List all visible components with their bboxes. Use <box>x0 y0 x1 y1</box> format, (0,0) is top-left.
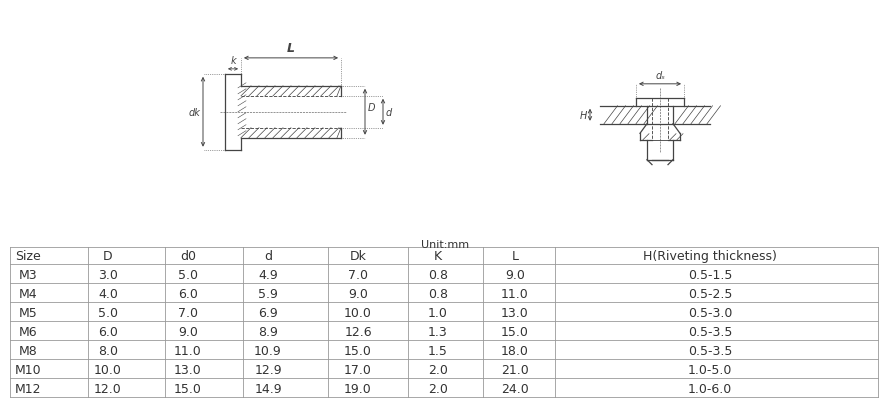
Text: 17.0: 17.0 <box>344 363 372 375</box>
Text: 11.0: 11.0 <box>174 344 202 357</box>
Text: 2.0: 2.0 <box>428 363 448 375</box>
Text: 0.8: 0.8 <box>428 268 448 281</box>
Text: Size: Size <box>15 249 41 262</box>
Text: M10: M10 <box>15 363 41 375</box>
Text: dk: dk <box>188 108 200 117</box>
Text: 15.0: 15.0 <box>501 325 529 338</box>
Text: 14.9: 14.9 <box>255 382 282 395</box>
Text: dₛ: dₛ <box>655 71 665 81</box>
Text: 7.0: 7.0 <box>178 306 198 319</box>
Text: 0.5-1.5: 0.5-1.5 <box>688 268 732 281</box>
Text: K: K <box>434 249 442 262</box>
Text: Dk: Dk <box>350 249 367 262</box>
Text: 10.9: 10.9 <box>255 344 282 357</box>
Text: 11.0: 11.0 <box>501 287 529 300</box>
Text: 9.0: 9.0 <box>348 287 368 300</box>
Text: M3: M3 <box>19 268 37 281</box>
Text: 15.0: 15.0 <box>344 344 372 357</box>
Text: 8.9: 8.9 <box>258 325 278 338</box>
Text: 1.3: 1.3 <box>428 325 448 338</box>
Text: 12.9: 12.9 <box>255 363 282 375</box>
Text: 0.5-3.5: 0.5-3.5 <box>688 344 732 357</box>
Text: 24.0: 24.0 <box>501 382 529 395</box>
Text: 3.0: 3.0 <box>98 268 118 281</box>
Text: 1.0-5.0: 1.0-5.0 <box>688 363 732 375</box>
Text: 15.0: 15.0 <box>174 382 202 395</box>
Text: 5.0: 5.0 <box>98 306 118 319</box>
Text: 9.0: 9.0 <box>505 268 525 281</box>
Text: 19.0: 19.0 <box>344 382 372 395</box>
Text: d0: d0 <box>180 249 196 262</box>
Text: 12.6: 12.6 <box>344 325 372 338</box>
Text: H: H <box>579 110 587 120</box>
Text: D: D <box>368 103 376 112</box>
Text: D: D <box>103 249 113 262</box>
Text: 4.9: 4.9 <box>258 268 278 281</box>
Text: 6.9: 6.9 <box>258 306 278 319</box>
Text: 5.0: 5.0 <box>178 268 198 281</box>
Text: M4: M4 <box>19 287 37 300</box>
Text: H(Riveting thickness): H(Riveting thickness) <box>643 249 777 262</box>
Text: 10.0: 10.0 <box>344 306 372 319</box>
Text: 9.0: 9.0 <box>178 325 198 338</box>
Text: 6.0: 6.0 <box>98 325 118 338</box>
Text: L: L <box>287 42 295 55</box>
Text: 0.5-3.0: 0.5-3.0 <box>688 306 732 319</box>
Text: L: L <box>512 249 519 262</box>
Text: Unit:mm: Unit:mm <box>421 240 469 249</box>
Text: 8.0: 8.0 <box>98 344 118 357</box>
Text: M6: M6 <box>19 325 37 338</box>
Text: 18.0: 18.0 <box>501 344 529 357</box>
Text: 1.0-6.0: 1.0-6.0 <box>688 382 732 395</box>
Text: 10.0: 10.0 <box>94 363 122 375</box>
Text: 21.0: 21.0 <box>501 363 529 375</box>
Text: d: d <box>264 249 272 262</box>
Text: 2.0: 2.0 <box>428 382 448 395</box>
Text: 7.0: 7.0 <box>348 268 368 281</box>
Text: 6.0: 6.0 <box>178 287 198 300</box>
Text: M12: M12 <box>15 382 41 395</box>
Text: 12.0: 12.0 <box>94 382 122 395</box>
Text: k: k <box>231 56 236 66</box>
Text: 13.0: 13.0 <box>174 363 202 375</box>
Text: 1.5: 1.5 <box>428 344 448 357</box>
Text: M8: M8 <box>19 344 37 357</box>
Text: 0.5-3.5: 0.5-3.5 <box>688 325 732 338</box>
Text: 13.0: 13.0 <box>501 306 529 319</box>
Text: 0.5-2.5: 0.5-2.5 <box>688 287 732 300</box>
Text: 5.9: 5.9 <box>258 287 278 300</box>
Text: 0.8: 0.8 <box>428 287 448 300</box>
Text: 1.0: 1.0 <box>428 306 448 319</box>
Text: 4.0: 4.0 <box>98 287 118 300</box>
Text: d: d <box>386 108 392 117</box>
Text: M5: M5 <box>19 306 37 319</box>
